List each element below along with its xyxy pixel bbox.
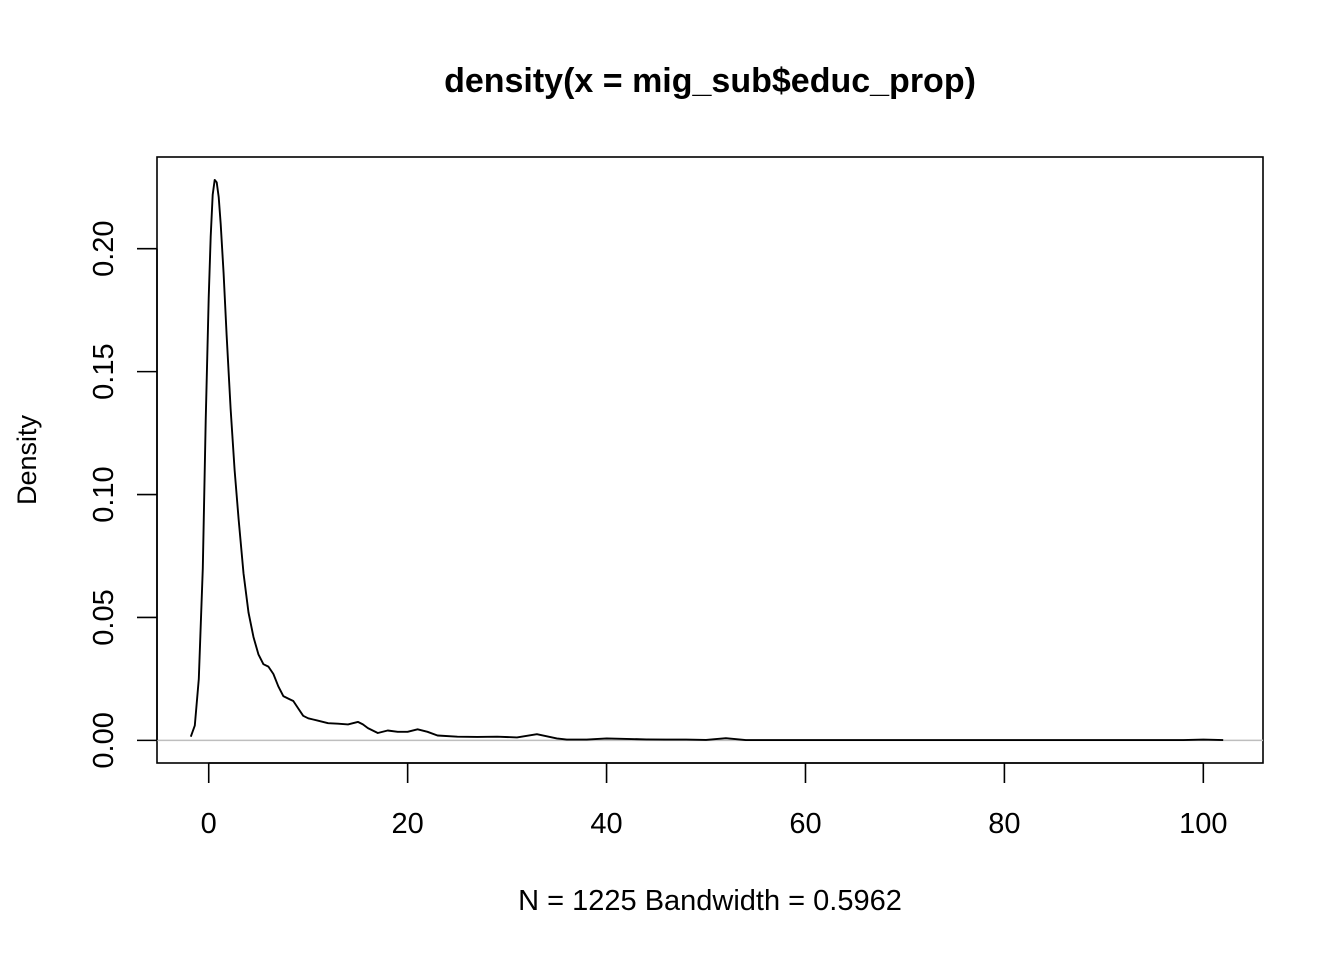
y-tick-label: 0.20	[88, 220, 120, 276]
chart-title: density(x = mig_sub$educ_prop)	[444, 62, 976, 100]
x-axis-label: N = 1225 Bandwidth = 0.5962	[518, 885, 902, 917]
y-axis: 0.00 0.05 0.10 0.15 0.20	[88, 220, 158, 769]
y-axis-label: Density	[12, 414, 42, 505]
y-tick-label: 0.05	[88, 589, 120, 645]
x-tick-label: 0	[201, 808, 217, 840]
y-tick-label: 0.15	[88, 343, 120, 399]
y-tick-label: 0.10	[88, 466, 120, 522]
x-tick-label: 20	[392, 808, 424, 840]
density-curve	[189, 178, 1224, 742]
x-axis: 0 20 40 60 80 100	[201, 762, 1228, 840]
x-tick-label: 100	[1179, 808, 1227, 840]
plot-frame	[156, 156, 1264, 764]
x-tick-label: 80	[988, 808, 1020, 840]
series-layer	[189, 178, 1224, 742]
x-tick-label: 60	[789, 808, 821, 840]
y-tick-label: 0.00	[88, 712, 120, 768]
x-tick-label: 40	[590, 808, 622, 840]
